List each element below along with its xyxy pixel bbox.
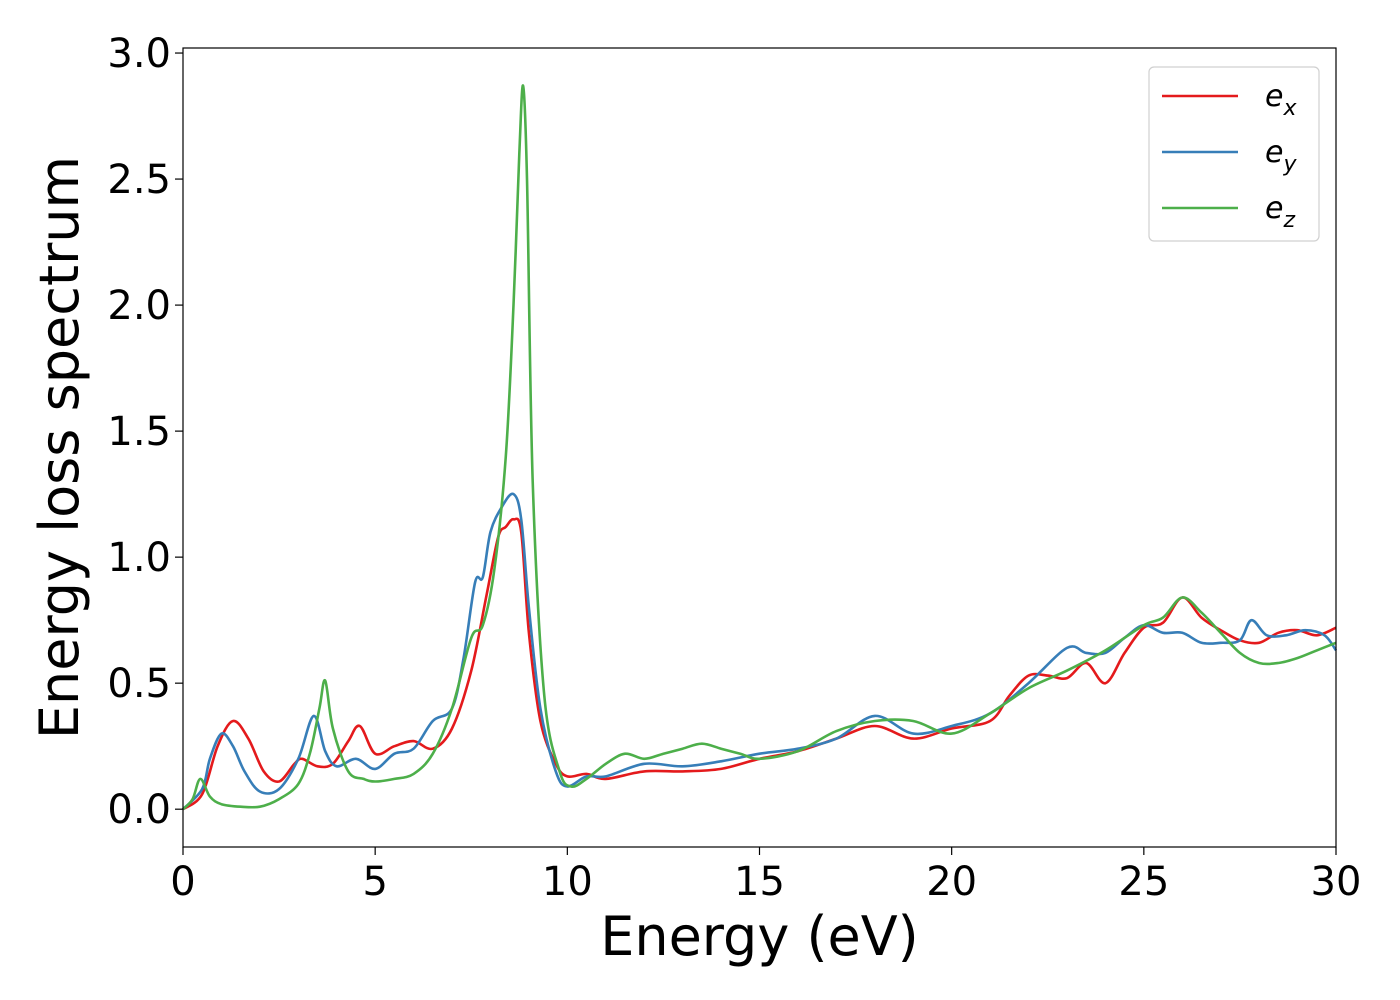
legend-label-y: ey [1265, 135, 1297, 177]
y-tick-label: 1.0 [107, 535, 171, 581]
series-line-z [182, 84, 1337, 811]
y-tick-label: 2.5 [107, 157, 171, 203]
y-tick-label: 1.5 [107, 409, 171, 455]
x-axis-title: Energy (eV) [600, 905, 919, 968]
y-tick-label: 0.5 [107, 661, 171, 707]
y-tick-label: 0.0 [107, 787, 171, 833]
x-tick-label: 30 [1311, 859, 1362, 905]
y-axis-title: Energy loss spectrum [28, 156, 91, 739]
x-tick-label: 5 [362, 859, 387, 905]
x-tick-label: 20 [926, 859, 977, 905]
legend-label-z: ez [1265, 191, 1295, 233]
series-line-x [182, 517, 1337, 811]
x-axis: 0 5 10 15 20 25 30 [170, 847, 1361, 905]
x-tick-label: 25 [1118, 859, 1169, 905]
x-tick-label: 10 [542, 859, 593, 905]
x-tick-label: 15 [734, 859, 785, 905]
legend-box [1148, 66, 1320, 242]
legend-label-x: ex [1265, 79, 1297, 121]
y-tick-label: 3.0 [107, 31, 171, 77]
series-line-y [182, 492, 1338, 811]
y-axis: 0.0 0.5 1.0 1.5 2.0 2.5 3.0 [107, 31, 183, 833]
y-tick-label: 2.0 [107, 283, 171, 329]
legend: ex ey ez [1148, 66, 1320, 242]
series-layer [182, 84, 1338, 811]
x-tick-label: 0 [170, 859, 195, 905]
